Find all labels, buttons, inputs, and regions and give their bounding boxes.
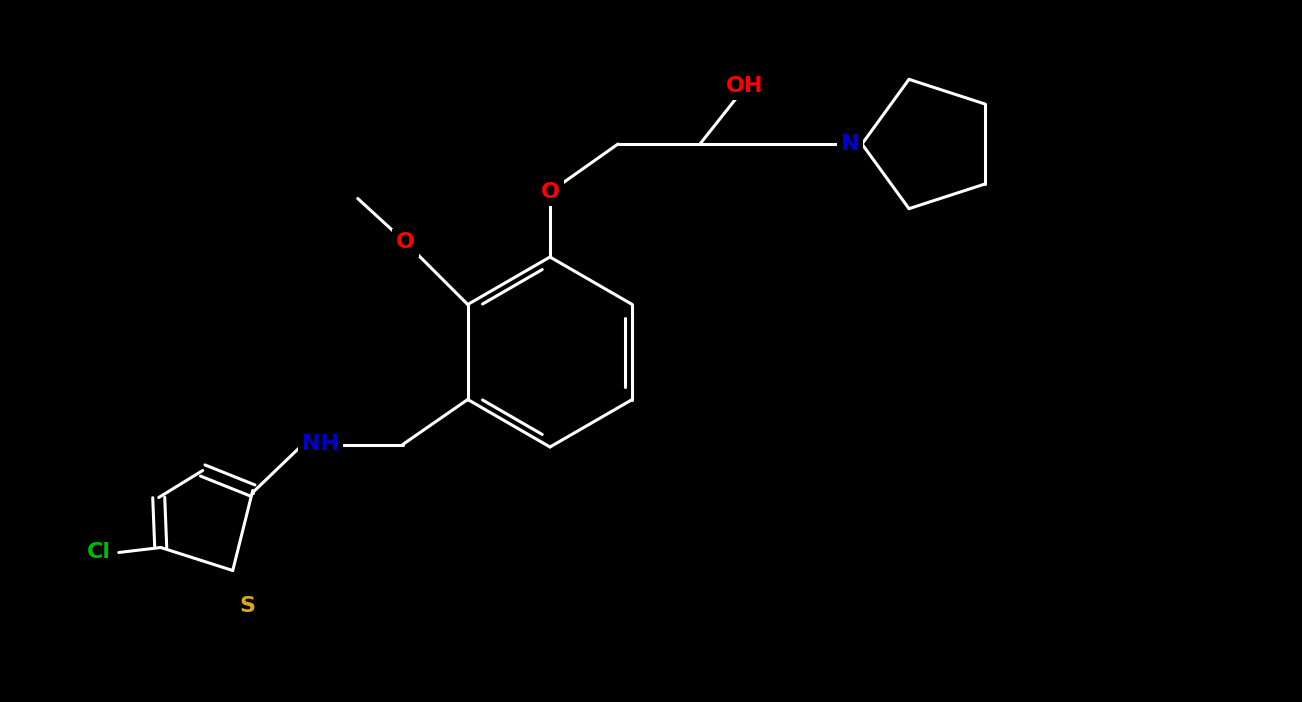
Text: Cl: Cl <box>87 543 111 562</box>
Text: OH: OH <box>727 76 764 96</box>
Text: NH: NH <box>302 435 340 454</box>
Text: N: N <box>841 134 859 154</box>
Text: S: S <box>240 595 255 616</box>
Text: O: O <box>396 232 415 253</box>
Text: O: O <box>540 182 560 202</box>
